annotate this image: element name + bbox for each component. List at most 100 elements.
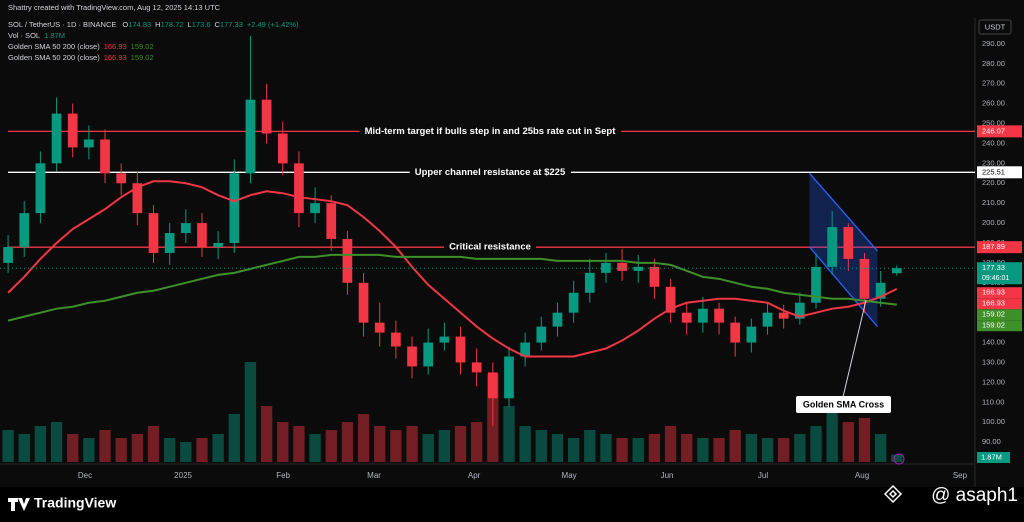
- sma-tag-label: 159.02: [982, 321, 1005, 330]
- candle-body: [617, 262, 627, 271]
- symbol: SOL / TetherUS · 1D · BINANCE: [8, 20, 116, 29]
- volume-bar: [147, 426, 160, 462]
- volume-bar: [196, 438, 208, 462]
- indicator-icon: [893, 453, 905, 465]
- currency-box: [978, 19, 1012, 35]
- candle-body: [407, 346, 417, 367]
- channel-edge: [809, 246, 878, 328]
- volume-bar: [874, 434, 887, 462]
- candle-body: [778, 312, 789, 319]
- x-tick-label: Feb: [276, 471, 290, 480]
- candle-body: [294, 163, 304, 214]
- candle-body: [197, 223, 207, 247]
- candle-body: [310, 203, 320, 214]
- candle-body: [51, 113, 62, 164]
- annotation: Golden SMA Cross: [803, 399, 884, 409]
- sma-tag: [977, 320, 1022, 332]
- candle-body: [164, 233, 175, 253]
- candle-body: [875, 282, 886, 299]
- sma-tag-label: 159.02: [982, 310, 1005, 319]
- level-label-bg: [359, 125, 622, 138]
- volume-bar: [891, 454, 903, 462]
- y-tick-label: 290.00: [982, 39, 1005, 48]
- y-tick-label: 280.00: [982, 59, 1005, 68]
- footer-band: [0, 487, 1024, 522]
- candle-body: [665, 286, 676, 313]
- volume-bar: [277, 422, 289, 462]
- volume-bar: [713, 438, 725, 462]
- candle-body: [843, 227, 854, 259]
- y-tick-label: 120.00: [982, 377, 1005, 386]
- x-tick-label: Dec: [78, 471, 92, 480]
- indicator-name: Golden SMA 50 200 (close): [8, 53, 100, 62]
- y-tick-label: 210.00: [982, 198, 1005, 207]
- volume-bar: [616, 438, 628, 462]
- sma-tag: [977, 298, 1022, 310]
- candle-body: [358, 282, 369, 323]
- level-tag: [977, 125, 1022, 138]
- candle-body: [132, 183, 143, 214]
- candle-body: [698, 308, 708, 323]
- ohlc-label: H: [155, 20, 160, 29]
- volume-bar: [745, 434, 758, 462]
- price-axis: 90.00100.00110.00120.00130.00140.00150.0…: [977, 39, 1022, 463]
- candle-body: [180, 223, 191, 234]
- x-tick-label: Sep: [953, 471, 968, 480]
- candle-body: [746, 326, 757, 343]
- volume-bar: [99, 430, 111, 462]
- candle-body: [455, 336, 466, 363]
- candle-body: [827, 227, 838, 267]
- candle-body: [714, 308, 724, 323]
- candle-body: [681, 312, 692, 323]
- volume-bar: [438, 430, 451, 462]
- volume-label: Vol · SOL: [8, 31, 40, 40]
- change: +2.49 (+1.42%): [247, 20, 299, 29]
- y-tick-label: 230.00: [982, 158, 1005, 167]
- ohlc-value: 173.6: [192, 20, 211, 29]
- candle-body: [762, 312, 773, 327]
- candle-body: [261, 99, 272, 134]
- candle-body: [148, 213, 159, 253]
- indicator-line: Golden SMA 50 200 (close) 166.93 159.02: [8, 42, 154, 51]
- ohlc-value: 178.72: [161, 20, 184, 29]
- volume-bar: [778, 438, 790, 462]
- candle-body: [730, 322, 741, 343]
- annotation-arrow: [842, 299, 867, 398]
- volume-bar: [810, 426, 822, 462]
- y-tick-label: 240.00: [982, 138, 1005, 147]
- x-tick-label: Mar: [367, 471, 381, 480]
- indicator-name: Golden SMA 50 200 (close): [8, 42, 100, 51]
- ohlc-label: C: [215, 20, 221, 29]
- candle-body: [213, 242, 223, 247]
- x-tick-label: May: [562, 471, 577, 480]
- time-axis: Dec 2025 Feb Mar Apr May Jun Jul Aug Sep: [78, 471, 968, 480]
- volume-bar: [567, 438, 580, 462]
- volume-bar: [131, 434, 144, 462]
- volume-bar: [826, 406, 838, 462]
- volume-bar: [681, 434, 693, 462]
- level-labels: Mid-term target if bulls step in and 25b…: [359, 125, 622, 254]
- volume-bar: [309, 434, 321, 462]
- volume-bar: [535, 430, 547, 462]
- sma-line: [7, 180, 898, 358]
- y-tick-label: 130.00: [982, 357, 1005, 366]
- candle-body: [552, 312, 563, 327]
- volume-tag: [977, 452, 1010, 463]
- volume-bar: [18, 434, 30, 462]
- volume-bar: [842, 422, 854, 462]
- candle-body: [601, 262, 611, 273]
- volume-bar: [697, 438, 709, 462]
- candle-body: [859, 258, 870, 299]
- y-tick-label: 110.00: [982, 397, 1004, 406]
- candle-body: [35, 163, 46, 214]
- volume-bar: [551, 434, 564, 462]
- volume-bar: [67, 434, 79, 462]
- ohlc-value: 174.83: [128, 20, 151, 29]
- y-tick-label: 270.00: [982, 79, 1005, 88]
- candle-body: [67, 113, 78, 148]
- x-tick-label: 2025: [174, 471, 192, 480]
- candle-body: [794, 302, 805, 319]
- candle-body: [536, 326, 547, 343]
